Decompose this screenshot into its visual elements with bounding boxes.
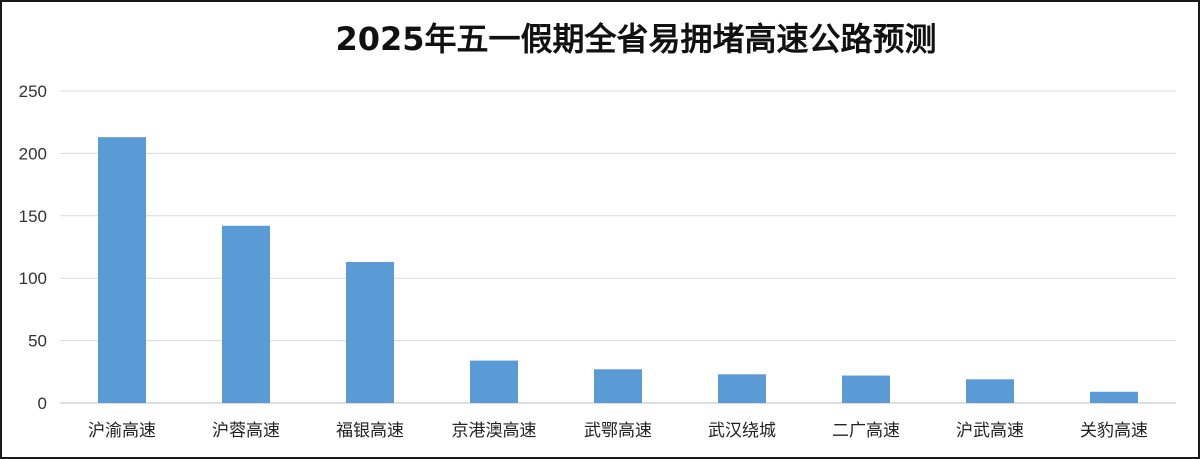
y-axis-ticks: 0 50 100 150 200 250	[19, 82, 47, 413]
x-category-label: 关豹高速	[1080, 421, 1148, 441]
y-tick-label: 50	[28, 332, 47, 351]
bar	[842, 375, 890, 403]
y-tick-label: 250	[19, 82, 47, 101]
bar	[594, 369, 642, 403]
chart-title: 2025年五一假期全省易拥堵高速公路预测	[335, 20, 937, 58]
y-tick-label: 200	[19, 144, 47, 163]
y-tick-label: 100	[19, 269, 47, 288]
y-tick-label: 150	[19, 207, 47, 226]
x-category-label: 沪蓉高速	[212, 421, 280, 441]
x-category-label: 沪渝高速	[88, 421, 156, 441]
bar	[222, 225, 270, 403]
x-category-label: 福银高速	[336, 421, 404, 441]
x-category-label: 二广高速	[832, 421, 900, 441]
bar	[718, 374, 766, 403]
y-tick-label: 0	[38, 394, 47, 413]
x-category-label: 武汉绕城	[708, 421, 776, 441]
x-category-label: 沪武高速	[956, 421, 1024, 441]
x-category-label: 武鄂高速	[584, 421, 652, 441]
bars	[98, 137, 1138, 403]
x-axis-categories: 沪渝高速 沪蓉高速 福银高速 京港澳高速 武鄂高速 武汉绕城 二广高速 沪武高速 关豹高速	[88, 421, 1148, 441]
x-category-label: 京港澳高速	[452, 421, 537, 441]
bar	[966, 379, 1014, 403]
bar	[1090, 391, 1138, 403]
bar	[346, 261, 394, 403]
bar	[470, 360, 518, 403]
bar	[98, 137, 146, 403]
